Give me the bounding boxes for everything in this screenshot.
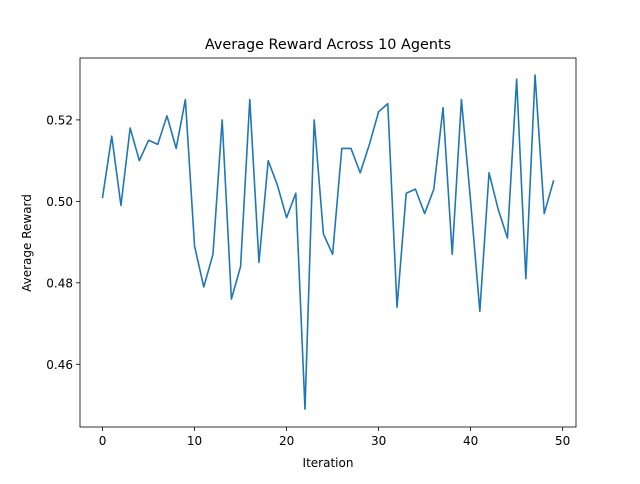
x-tick-label: 40: [463, 434, 478, 448]
chart-title: Average Reward Across 10 Agents: [205, 37, 451, 53]
x-axis-label: Iteration: [303, 456, 354, 470]
x-tick-label: 20: [279, 434, 294, 448]
x-axis-ticks: 0 10 20 30 40 50: [99, 427, 570, 448]
x-tick-label: 0: [99, 434, 107, 448]
y-axis-ticks: 0.46 0.48 0.50 0.52: [46, 113, 80, 372]
axes-frame: [79, 57, 577, 428]
y-tick-label: 0.48: [46, 276, 73, 290]
x-tick-label: 10: [187, 434, 202, 448]
y-tick-label: 0.50: [46, 195, 73, 209]
y-tick-label: 0.46: [46, 358, 73, 372]
y-tick-label: 0.52: [46, 113, 73, 127]
plot-area: [79, 57, 577, 428]
y-axis-label: Average Reward: [20, 194, 34, 292]
x-tick-label: 50: [555, 434, 570, 448]
x-tick-label: 30: [371, 434, 386, 448]
series-line-0: [101, 74, 555, 410]
